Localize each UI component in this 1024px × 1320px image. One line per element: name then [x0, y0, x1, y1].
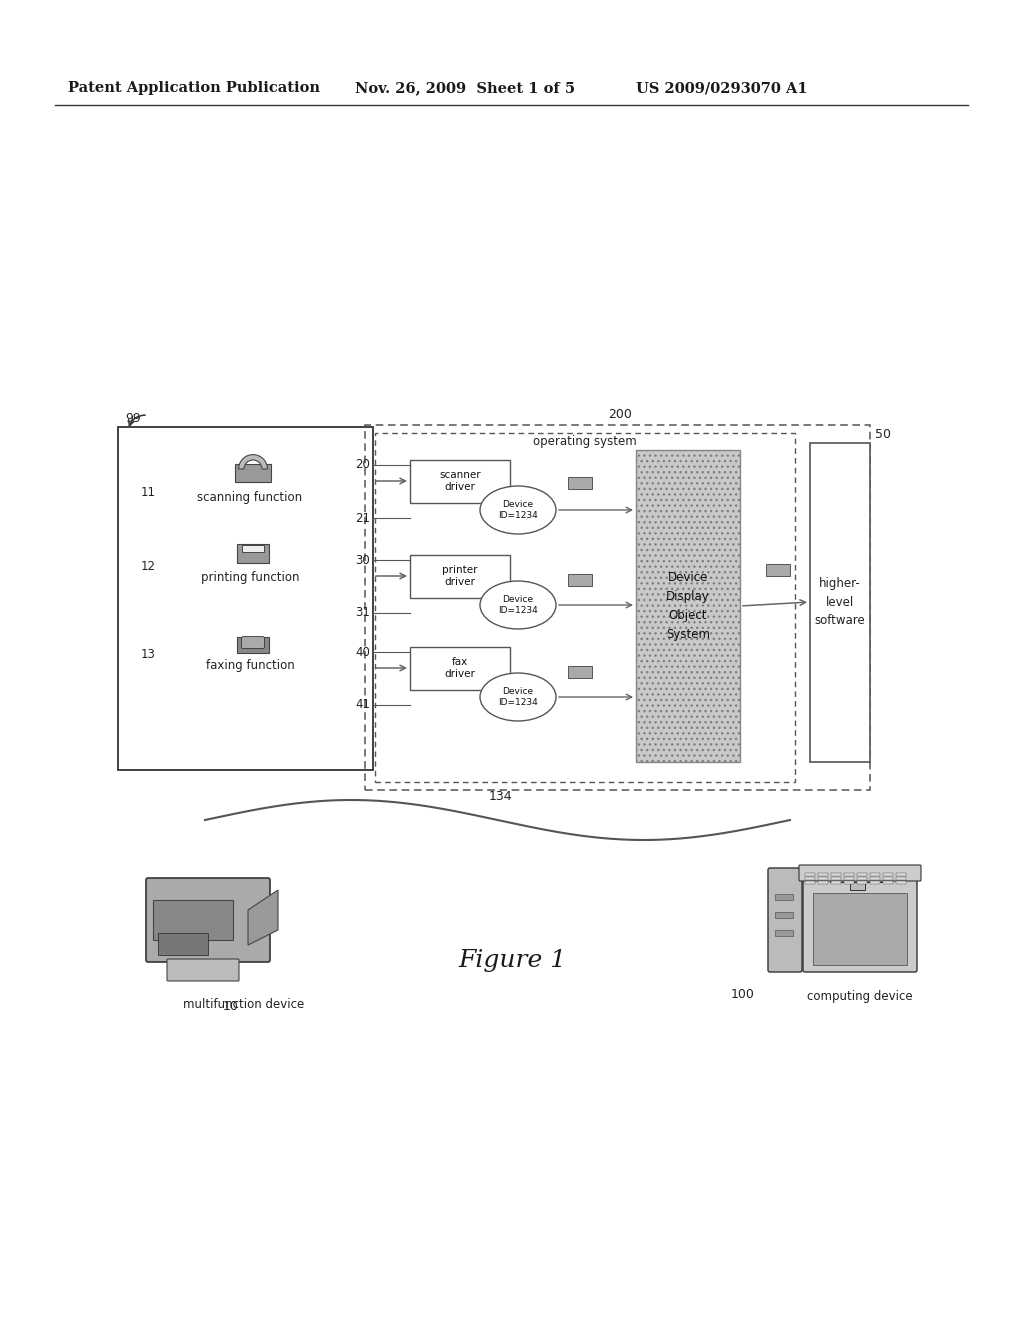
- Text: Device
ID=1234: Device ID=1234: [498, 688, 538, 706]
- Bar: [857, 880, 867, 884]
- FancyBboxPatch shape: [803, 878, 918, 972]
- FancyBboxPatch shape: [167, 960, 239, 981]
- Text: higher-
level
software: higher- level software: [815, 577, 865, 627]
- Bar: [844, 876, 854, 880]
- Text: scanning function: scanning function: [198, 491, 302, 504]
- Bar: [805, 876, 815, 880]
- Text: Device
ID=1234: Device ID=1234: [498, 500, 538, 520]
- Ellipse shape: [480, 486, 556, 535]
- Text: faxing function: faxing function: [206, 660, 294, 672]
- Bar: [568, 667, 592, 678]
- Wedge shape: [239, 454, 267, 469]
- Text: 134: 134: [488, 791, 512, 804]
- Text: 41: 41: [355, 698, 370, 711]
- FancyBboxPatch shape: [768, 869, 802, 972]
- Bar: [153, 900, 233, 940]
- Bar: [805, 880, 815, 884]
- Bar: [818, 876, 828, 880]
- Bar: [844, 873, 854, 876]
- Bar: [234, 465, 271, 482]
- Text: fax
driver: fax driver: [444, 657, 475, 678]
- Bar: [857, 876, 867, 880]
- Bar: [883, 873, 893, 876]
- Bar: [410, 554, 510, 598]
- Text: 100: 100: [731, 987, 755, 1001]
- Bar: [831, 873, 841, 876]
- Text: Device
ID=1234: Device ID=1234: [498, 595, 538, 615]
- Bar: [883, 880, 893, 884]
- Bar: [805, 873, 815, 876]
- Bar: [118, 426, 373, 770]
- FancyBboxPatch shape: [799, 865, 921, 880]
- Text: Nov. 26, 2009  Sheet 1 of 5: Nov. 26, 2009 Sheet 1 of 5: [355, 81, 575, 95]
- Text: 12: 12: [141, 561, 156, 573]
- Ellipse shape: [480, 581, 556, 630]
- Bar: [831, 876, 841, 880]
- Bar: [568, 574, 592, 586]
- Text: 10: 10: [223, 1001, 239, 1012]
- Bar: [850, 873, 865, 890]
- Bar: [775, 912, 793, 917]
- Bar: [775, 931, 793, 936]
- Bar: [410, 647, 510, 690]
- Bar: [870, 876, 880, 880]
- Bar: [766, 564, 790, 576]
- Bar: [375, 433, 795, 781]
- Text: scanner
driver: scanner driver: [439, 470, 481, 492]
- Bar: [857, 873, 867, 876]
- Bar: [158, 933, 208, 954]
- Text: printing function: printing function: [201, 570, 299, 583]
- Bar: [813, 894, 907, 965]
- Text: 21: 21: [355, 511, 370, 524]
- Bar: [883, 876, 893, 880]
- Text: 99: 99: [125, 412, 140, 425]
- Bar: [844, 880, 854, 884]
- Text: 11: 11: [141, 487, 156, 499]
- Text: printer
driver: printer driver: [442, 565, 478, 587]
- Bar: [896, 880, 906, 884]
- FancyBboxPatch shape: [146, 878, 270, 962]
- Text: US 2009/0293070 A1: US 2009/0293070 A1: [636, 81, 808, 95]
- Bar: [830, 873, 885, 882]
- Ellipse shape: [480, 673, 556, 721]
- Polygon shape: [248, 890, 278, 945]
- FancyBboxPatch shape: [242, 636, 264, 648]
- Bar: [831, 880, 841, 884]
- Bar: [818, 880, 828, 884]
- Text: 30: 30: [355, 553, 370, 566]
- Text: 20: 20: [355, 458, 370, 471]
- Bar: [237, 544, 269, 564]
- Bar: [896, 876, 906, 880]
- Text: operating system: operating system: [534, 436, 637, 449]
- Bar: [410, 459, 510, 503]
- Bar: [636, 450, 740, 762]
- Bar: [870, 880, 880, 884]
- Bar: [896, 873, 906, 876]
- Bar: [365, 425, 870, 789]
- Text: 200: 200: [608, 408, 632, 421]
- Text: Figure 1: Figure 1: [458, 949, 566, 972]
- Text: Device
Display
Object
System: Device Display Object System: [666, 572, 710, 642]
- Bar: [242, 545, 264, 552]
- Bar: [568, 477, 592, 488]
- Bar: [870, 873, 880, 876]
- Text: 31: 31: [355, 606, 370, 619]
- Text: Patent Application Publication: Patent Application Publication: [68, 81, 319, 95]
- Text: multifunction device: multifunction device: [183, 998, 304, 1011]
- Text: 50: 50: [874, 429, 891, 441]
- Bar: [810, 444, 870, 762]
- Text: computing device: computing device: [807, 990, 912, 1003]
- Bar: [237, 638, 269, 653]
- Text: 40: 40: [355, 645, 370, 659]
- Text: 13: 13: [141, 648, 156, 661]
- Bar: [818, 873, 828, 876]
- Bar: [775, 894, 793, 900]
